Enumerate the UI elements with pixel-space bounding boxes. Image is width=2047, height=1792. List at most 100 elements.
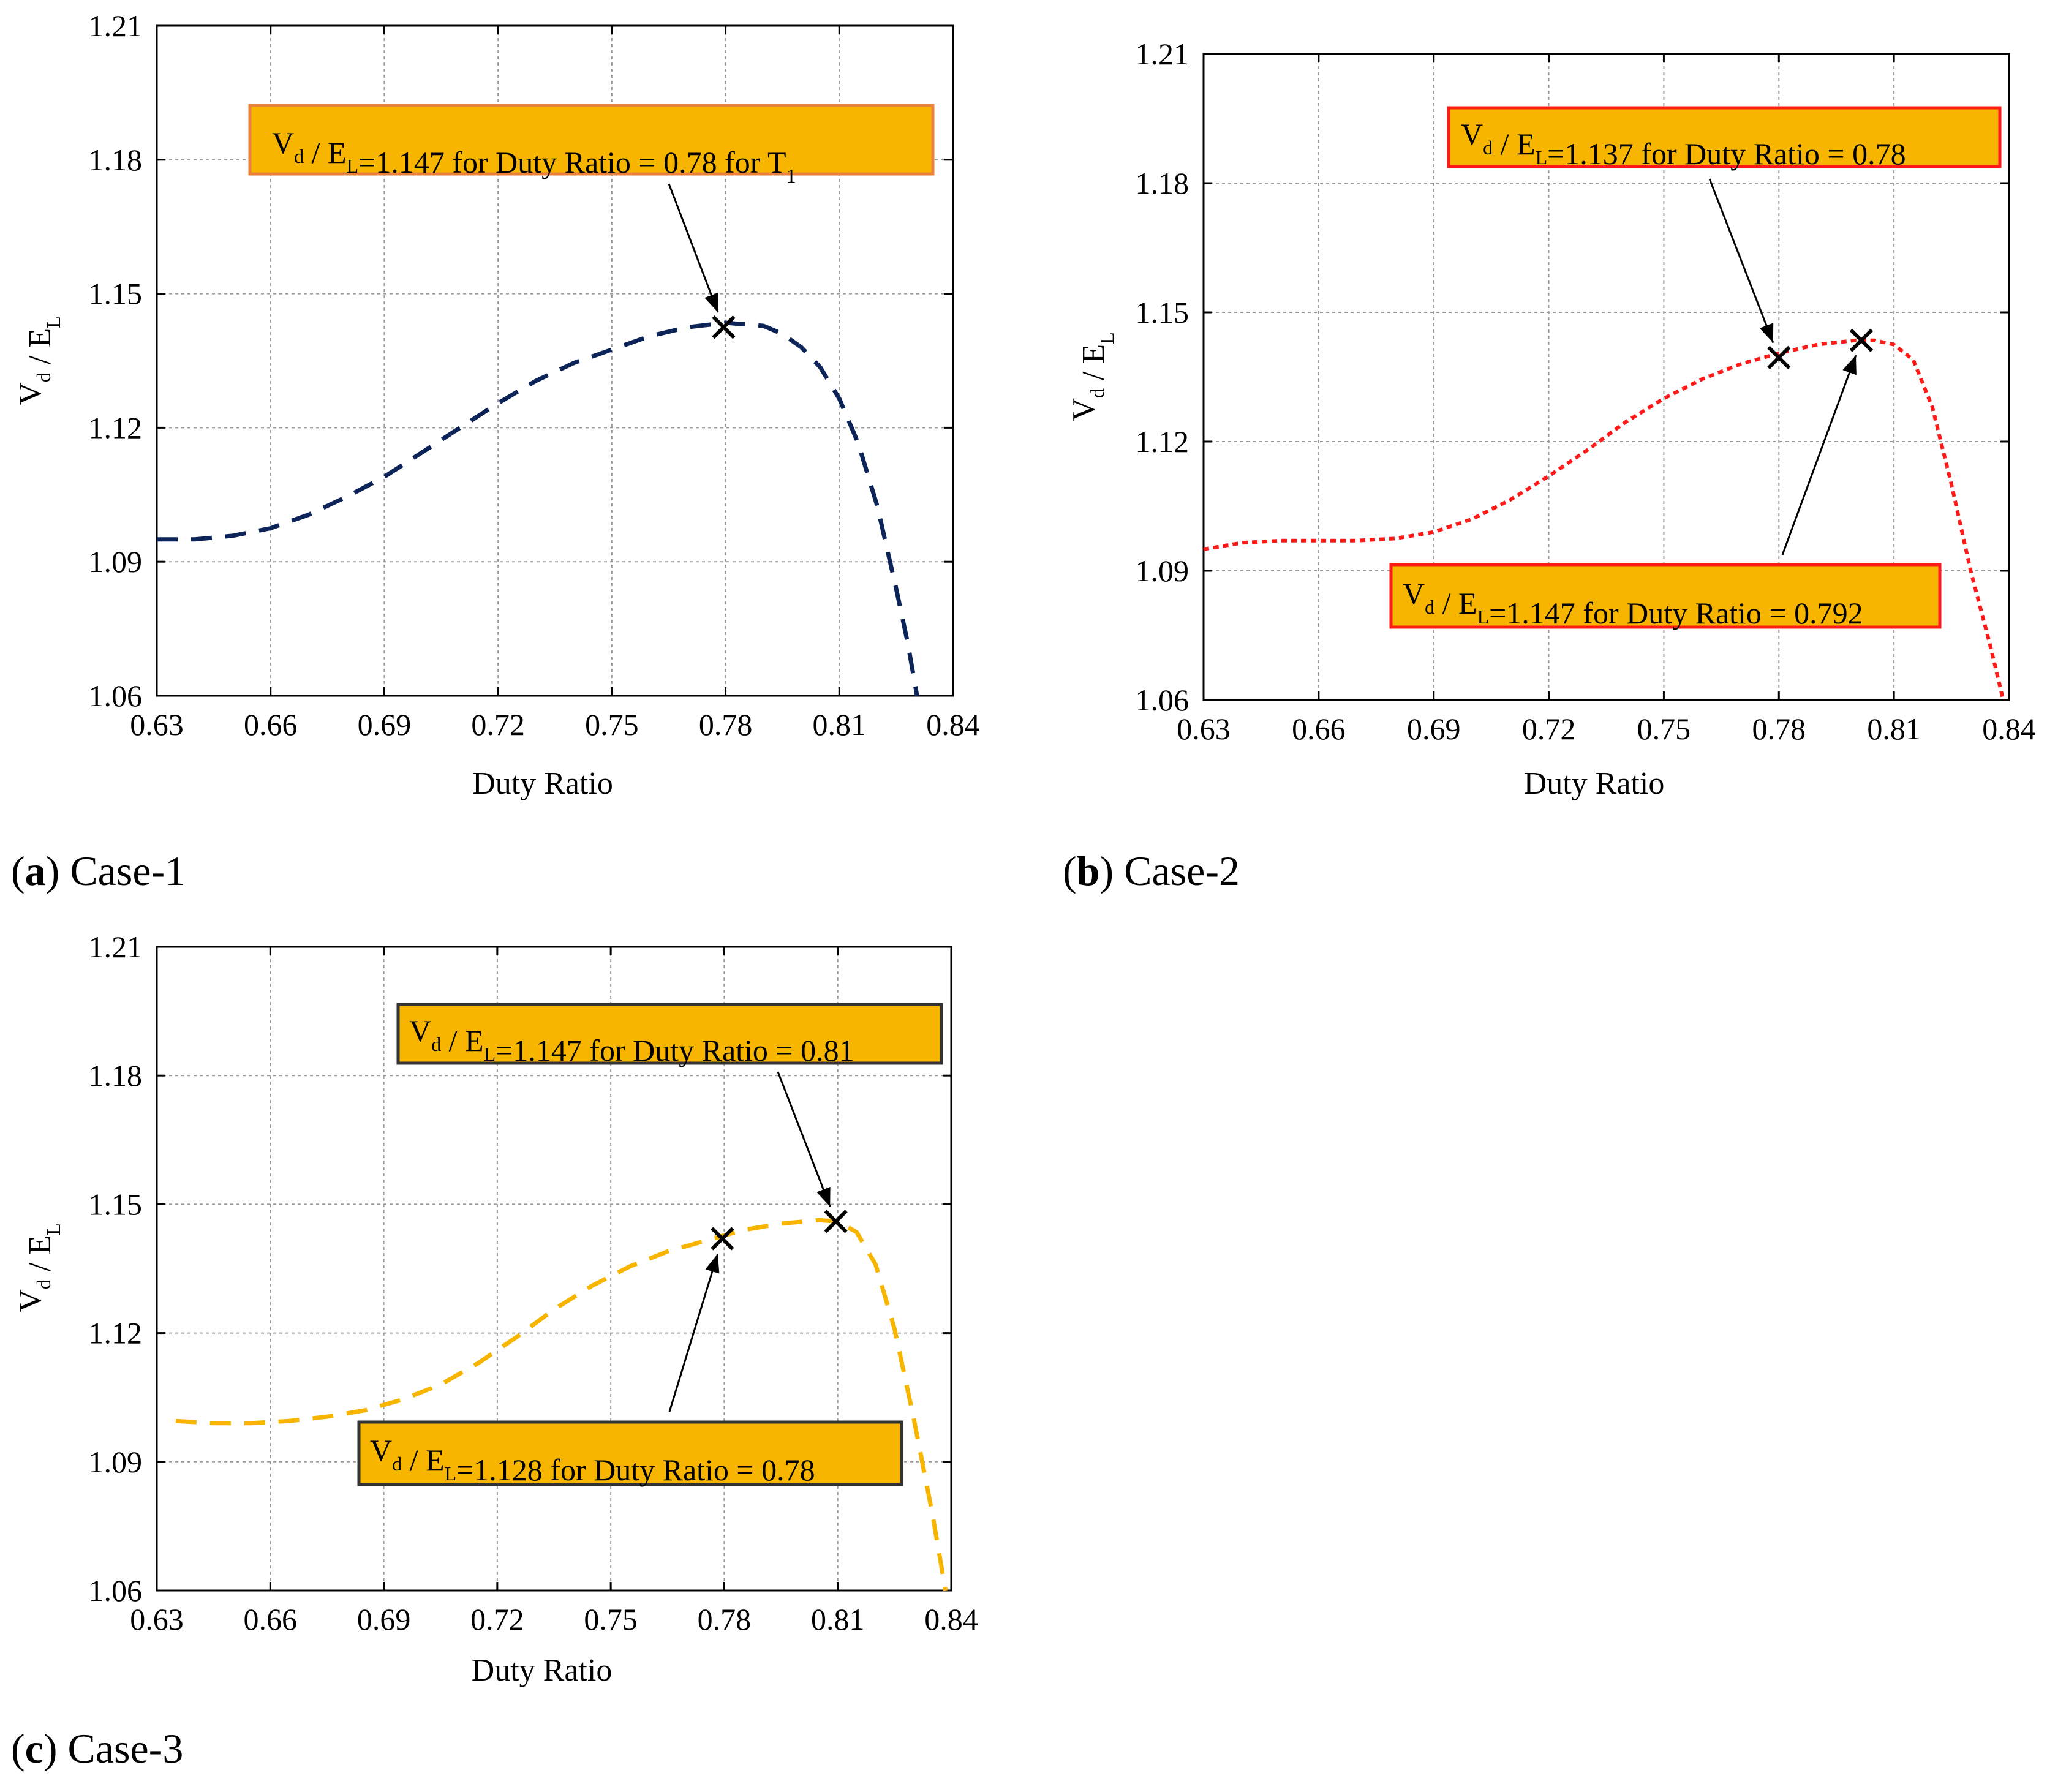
- y-axis-title-group: Vd / EL: [1066, 332, 1118, 421]
- x-marker-stroke: [711, 1227, 734, 1251]
- annotation-text: Vd / EL=1.147 for Duty Ratio = 0.78 for …: [272, 126, 796, 187]
- x-tick-label: 0.81: [813, 707, 867, 742]
- plot-frame: [156, 24, 954, 697]
- x-axis-title: Duty Ratio: [472, 766, 613, 801]
- x-tick-label: 0.72: [470, 1602, 524, 1636]
- x-marker: [712, 315, 736, 339]
- ticks: 0.63 0.66 0.69 0.72 0.75 0.78 0.81 0.84 1.06 1.09…: [1136, 37, 2036, 746]
- annotation-box: [396, 1003, 943, 1065]
- y-tick-label: 1.15: [1136, 295, 1189, 329]
- annotation: Vd / EL=1.147 for Duty Ratio = 0.78 for …: [248, 104, 935, 313]
- y-tick-label: 1.21: [89, 9, 143, 43]
- ticks: 0.63 0.66 0.69 0.72 0.75 0.78 0.81 0.84 1.06 1.09…: [89, 930, 978, 1636]
- x-tick-label: 0.84: [926, 707, 980, 742]
- y-tick-label: 1.12: [1136, 424, 1189, 459]
- x-marker-stroke: [1767, 345, 1791, 369]
- annotation: Vd / EL=1.147 for Duty Ratio = 0.792: [1389, 355, 1942, 630]
- annotation-box: [248, 104, 935, 176]
- arrowhead: [816, 1186, 831, 1207]
- x-marker-stroke: [824, 1210, 848, 1233]
- x-tick-label: 0.69: [1407, 712, 1461, 746]
- annotation-text: Vd / EL=1.147 for Duty Ratio = 0.81: [409, 1014, 854, 1067]
- x-marker: [824, 1210, 848, 1233]
- x-tick-label: 0.78: [699, 707, 753, 742]
- y-axis-title-group: Vd / EL: [13, 316, 64, 405]
- annotation-box: [357, 1420, 903, 1486]
- y-tick-label: 1.21: [1136, 37, 1189, 71]
- annotation: Vd / EL=1.137 for Duty Ratio = 0.78: [1447, 106, 2002, 344]
- x-tick-label: 0.63: [1177, 712, 1231, 746]
- x-tick-label: 0.69: [358, 707, 412, 742]
- ticks: 0.63 0.66 0.69 0.72 0.75 0.78 0.81 0.84 1.06 1.09…: [89, 9, 980, 742]
- x-axis-title: Duty Ratio: [1524, 766, 1665, 801]
- x-tick-label: 0.66: [244, 707, 298, 742]
- caption-letter: c: [25, 1725, 43, 1772]
- x-tick-label: 0.72: [1522, 712, 1576, 746]
- plot-frame: [156, 946, 952, 1592]
- annotation-box: [1447, 106, 2002, 168]
- annotation: Vd / EL=1.128 for Duty Ratio = 0.78: [357, 1253, 903, 1487]
- x-tick-label: 0.84: [924, 1602, 978, 1636]
- caption-text: Case-2: [1124, 848, 1240, 894]
- y-tick-label: 1.21: [89, 930, 143, 964]
- annotation-arrow: [777, 1071, 831, 1207]
- panel-caption: (b) Case-2: [1063, 848, 1240, 894]
- y-tick-label: 1.09: [1136, 554, 1189, 588]
- caption-letter: a: [25, 848, 46, 894]
- y-axis-title: Vd / EL: [1066, 332, 1118, 421]
- x-tick-label: 0.69: [357, 1602, 411, 1636]
- arrowhead: [704, 292, 718, 313]
- y-tick-label: 1.12: [89, 1316, 143, 1350]
- y-tick-label: 1.12: [89, 410, 143, 445]
- annotation-arrow: [668, 183, 719, 313]
- y-tick-label: 1.18: [89, 143, 143, 177]
- caption-letter: b: [1077, 848, 1100, 894]
- panel-caption: (c) Case-3: [11, 1725, 183, 1772]
- x-tick-label: 0.78: [1752, 712, 1806, 746]
- x-marker: [711, 1227, 734, 1251]
- panel-b: 0.63 0.66 0.69 0.72 0.75 0.78 0.81 0.84 1.06 1.09…: [1063, 37, 2036, 894]
- x-tick-label: 0.84: [1982, 712, 2036, 746]
- x-tick-label: 0.81: [1867, 712, 1921, 746]
- x-tick-label: 0.66: [1292, 712, 1346, 746]
- x-tick-label: 0.78: [698, 1602, 752, 1636]
- y-tick-label: 1.15: [89, 1187, 143, 1221]
- y-tick-label: 1.09: [89, 1445, 143, 1479]
- x-tick-label: 0.66: [244, 1602, 298, 1636]
- y-tick-label: 1.15: [89, 277, 143, 311]
- plot-frame: [1202, 53, 2010, 701]
- y-tick-label: 1.06: [89, 1573, 143, 1608]
- annotation-text: Vd / EL=1.137 for Duty Ratio = 0.78: [1461, 117, 1906, 171]
- series-line: [157, 320, 919, 696]
- y-tick-label: 1.06: [89, 679, 143, 713]
- y-tick-label: 1.18: [89, 1058, 143, 1093]
- x-tick-label: 0.75: [584, 1602, 638, 1636]
- y-axis-title: Vd / EL: [13, 316, 64, 405]
- x-tick-label: 0.72: [471, 707, 525, 742]
- series-line: [175, 1218, 948, 1591]
- arrowhead: [1759, 323, 1774, 343]
- series-line: [1203, 338, 2005, 701]
- x-tick-label: 0.75: [1637, 712, 1691, 746]
- arrowhead: [1842, 355, 1857, 375]
- caption-text: Case-1: [70, 848, 186, 894]
- panel-a: 0.63 0.66 0.69 0.72 0.75 0.78 0.81 0.84 1.06 1.09…: [11, 9, 980, 894]
- x-marker-stroke: [1849, 328, 1874, 352]
- x-marker: [1767, 345, 1791, 369]
- y-tick-label: 1.09: [89, 544, 143, 579]
- y-axis-title-group: Vd / EL: [13, 1223, 64, 1312]
- x-tick-label: 0.75: [585, 707, 639, 742]
- annotation-text: Vd / EL=1.128 for Duty Ratio = 0.78: [370, 1433, 815, 1487]
- annotation: Vd / EL=1.147 for Duty Ratio = 0.81: [396, 1003, 943, 1207]
- annotation-arrow: [1708, 178, 1774, 344]
- y-axis-title: Vd / EL: [13, 1223, 64, 1312]
- panel-caption: (a) Case-1: [11, 848, 186, 894]
- x-marker: [1849, 328, 1874, 352]
- annotation-arrow: [668, 1253, 719, 1412]
- x-tick-label: 0.63: [130, 1602, 184, 1636]
- arrowhead: [705, 1254, 720, 1274]
- panel-c: 0.63 0.66 0.69 0.72 0.75 0.78 0.81 0.84 1.06 1.09…: [11, 930, 978, 1772]
- annotation-box: [1389, 563, 1942, 629]
- annotation-text: Vd / EL=1.147 for Duty Ratio = 0.792: [1403, 576, 1863, 630]
